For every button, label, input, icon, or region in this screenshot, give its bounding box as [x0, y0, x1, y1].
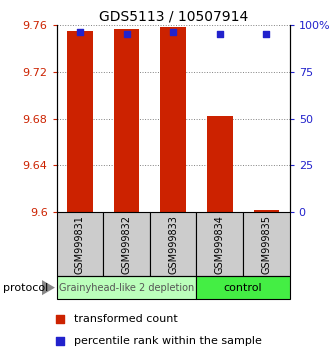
Text: GSM999835: GSM999835 — [261, 215, 271, 274]
Text: control: control — [224, 282, 262, 293]
Bar — [196, 276, 290, 299]
Bar — [161, 27, 186, 212]
Text: GSM999834: GSM999834 — [215, 215, 225, 274]
Bar — [207, 116, 232, 212]
Bar — [150, 212, 196, 276]
Point — [217, 31, 222, 37]
Text: Grainyhead-like 2 depletion: Grainyhead-like 2 depletion — [59, 282, 194, 293]
Point — [57, 338, 62, 343]
Text: GSM999833: GSM999833 — [168, 215, 178, 274]
Bar — [57, 276, 196, 299]
Text: GSM999832: GSM999832 — [122, 215, 132, 274]
Text: percentile rank within the sample: percentile rank within the sample — [74, 336, 262, 346]
Bar — [67, 31, 93, 212]
Text: GSM999831: GSM999831 — [75, 215, 85, 274]
Bar — [243, 212, 290, 276]
Point — [170, 29, 176, 35]
Polygon shape — [42, 280, 55, 295]
Point — [77, 29, 83, 35]
Point — [57, 316, 62, 321]
Bar — [57, 212, 103, 276]
Bar — [254, 210, 279, 212]
Point — [264, 31, 269, 37]
Point — [124, 31, 129, 37]
Bar — [103, 212, 150, 276]
Text: protocol: protocol — [3, 282, 49, 293]
Text: transformed count: transformed count — [74, 314, 178, 324]
Bar — [114, 29, 139, 212]
Title: GDS5113 / 10507914: GDS5113 / 10507914 — [99, 10, 248, 24]
Bar — [196, 212, 243, 276]
